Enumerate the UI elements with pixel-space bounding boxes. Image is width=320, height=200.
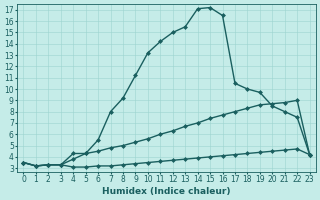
X-axis label: Humidex (Indice chaleur): Humidex (Indice chaleur)	[102, 187, 231, 196]
